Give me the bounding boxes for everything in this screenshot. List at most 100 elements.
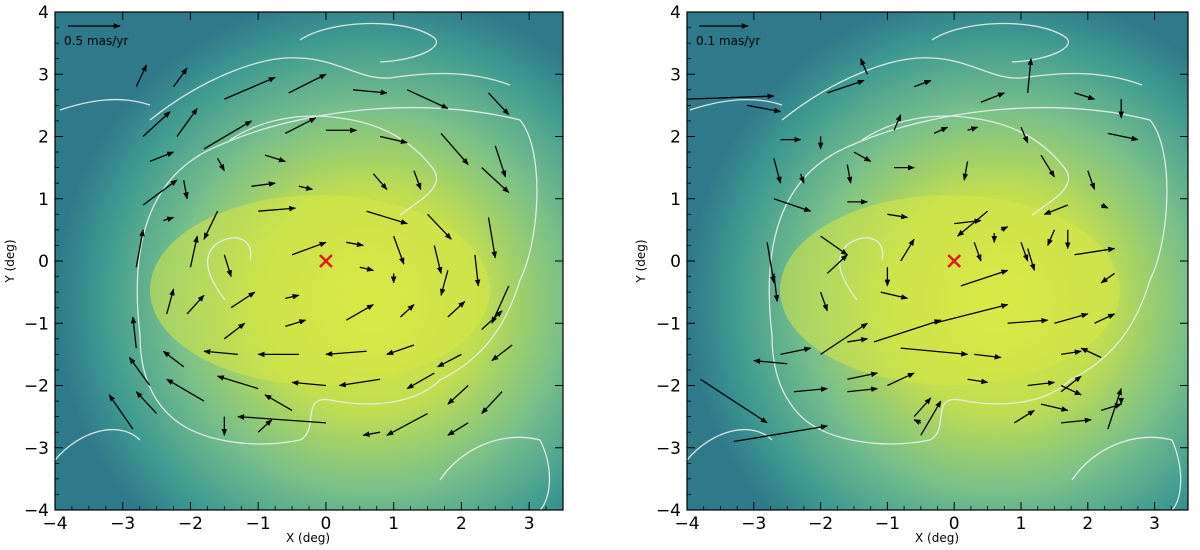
- right-image: [687, 12, 1188, 510]
- y-tick-label: 1: [670, 190, 681, 210]
- vector-arrow: [291, 241, 327, 256]
- vector-arrow: [766, 242, 776, 284]
- vector-arrow: [203, 210, 219, 240]
- vector-arrow: [773, 158, 782, 184]
- vector-arrow: [1047, 229, 1055, 247]
- vector-arrow: [183, 179, 189, 200]
- vector-arrow: [1040, 403, 1069, 412]
- vector-arrow: [1100, 272, 1115, 284]
- x-tick-label: 3: [524, 514, 535, 534]
- vector-arrow: [362, 431, 381, 437]
- vector-arrow: [186, 294, 205, 315]
- vector-arrow: [298, 185, 314, 191]
- vector-arrow: [386, 344, 415, 355]
- vector-arrow: [933, 126, 949, 134]
- right-x-axis-label: X (deg): [915, 531, 959, 545]
- x-tick-label: −1: [875, 514, 900, 534]
- center-cross-stroke: [319, 254, 333, 268]
- vector-arrow: [1007, 317, 1049, 324]
- vector-arrow: [173, 67, 188, 88]
- right-panel: −4 −3 −2 −1 0 1 2 3 −4 −3 −2 −1 0 1 2 3 4 0.1 mas/yr X …: [634, 3, 1189, 545]
- vector-arrow: [352, 89, 388, 96]
- x-tick-label: −2: [178, 514, 203, 534]
- x-tick-label: −4: [42, 514, 67, 534]
- vector-arrow: [223, 254, 232, 278]
- vector-arrow: [846, 164, 853, 184]
- vector-arrow: [447, 300, 466, 318]
- y-tick-label: 3: [670, 65, 681, 85]
- vector-arrow: [379, 135, 408, 145]
- vector-arrow: [135, 229, 145, 268]
- vector-arrow: [481, 310, 503, 330]
- vector-arrow: [284, 117, 317, 134]
- vector-arrow: [386, 412, 428, 436]
- vector-arrow: [900, 347, 969, 357]
- vector-arrow: [1027, 57, 1034, 93]
- x-tick-label: −4: [674, 514, 699, 534]
- vector-arrow: [176, 107, 198, 137]
- vector-arrow: [216, 375, 259, 390]
- left-image: [55, 12, 563, 510]
- vector-arrow: [223, 322, 246, 340]
- vector-arrow: [1040, 154, 1055, 178]
- left-contours: [55, 22, 551, 510]
- left-y-ticks: −4 −3 −2 −1 0 1 2 3 4: [24, 3, 563, 521]
- y-tick-label: −4: [24, 501, 49, 521]
- vector-arrow: [437, 353, 462, 368]
- vector-arrow: [893, 114, 902, 131]
- vector-arrow: [142, 179, 178, 206]
- x-tick-label: −3: [110, 514, 135, 534]
- right-scale-label: 0.1 mas/yr: [696, 34, 760, 48]
- vector-arrow: [1020, 126, 1029, 144]
- vector-arrow: [1100, 403, 1122, 412]
- vector-arrow: [488, 92, 510, 116]
- vector-arrow: [686, 93, 775, 100]
- vector-arrow: [753, 358, 788, 365]
- right-center-marker: [947, 254, 962, 268]
- vector-arrow: [747, 104, 782, 114]
- left-y-axis-label: Y (deg): [3, 239, 17, 283]
- vector-arrow: [1074, 246, 1116, 256]
- vector-arrow: [230, 291, 256, 309]
- vector-arrow: [366, 210, 408, 225]
- vector-arrow: [491, 344, 513, 362]
- vector-arrow: [135, 64, 148, 87]
- vector-arrow: [962, 161, 969, 181]
- x-tick-label: 3: [1149, 514, 1160, 534]
- vector-arrow: [494, 145, 507, 178]
- left-bar-glow: [150, 195, 490, 385]
- vector-arrow: [108, 394, 134, 430]
- vector-arrow: [1061, 417, 1092, 424]
- y-tick-label: 0: [670, 252, 681, 272]
- vector-arrow: [400, 304, 415, 318]
- vector-arrow: [827, 79, 865, 94]
- vector-arrow: [189, 235, 199, 268]
- vector-arrow: [203, 120, 253, 150]
- y-tick-label: −4: [656, 501, 681, 521]
- vector-arrow: [474, 254, 481, 287]
- vector-arrow: [957, 210, 989, 237]
- vector-arrow: [780, 346, 812, 356]
- x-tick-label: −1: [246, 514, 271, 534]
- vector-arrow: [1100, 202, 1109, 209]
- vector-arrow: [974, 353, 1002, 360]
- vector-arrow: [1027, 248, 1036, 272]
- vector-arrow: [346, 241, 364, 248]
- vector-arrow: [427, 213, 452, 240]
- vector-arrow: [793, 386, 828, 393]
- vector-arrow: [1060, 384, 1082, 396]
- left-center-marker: [319, 254, 333, 268]
- vector-arrow: [258, 205, 297, 212]
- vector-arrow: [135, 391, 158, 414]
- vector-arrow: [285, 293, 300, 300]
- vector-arrow: [291, 380, 326, 387]
- right-contours: [687, 22, 1182, 510]
- vector-arrow: [1107, 387, 1122, 430]
- vector-arrow: [162, 350, 185, 368]
- left-x-axis-label: X (deg): [286, 531, 330, 545]
- vector-arrow: [1074, 92, 1096, 100]
- vector-arrow: [700, 378, 768, 424]
- y-tick-label: 0: [38, 252, 49, 272]
- vector-arrow: [433, 245, 443, 275]
- vector-arrow: [447, 385, 469, 405]
